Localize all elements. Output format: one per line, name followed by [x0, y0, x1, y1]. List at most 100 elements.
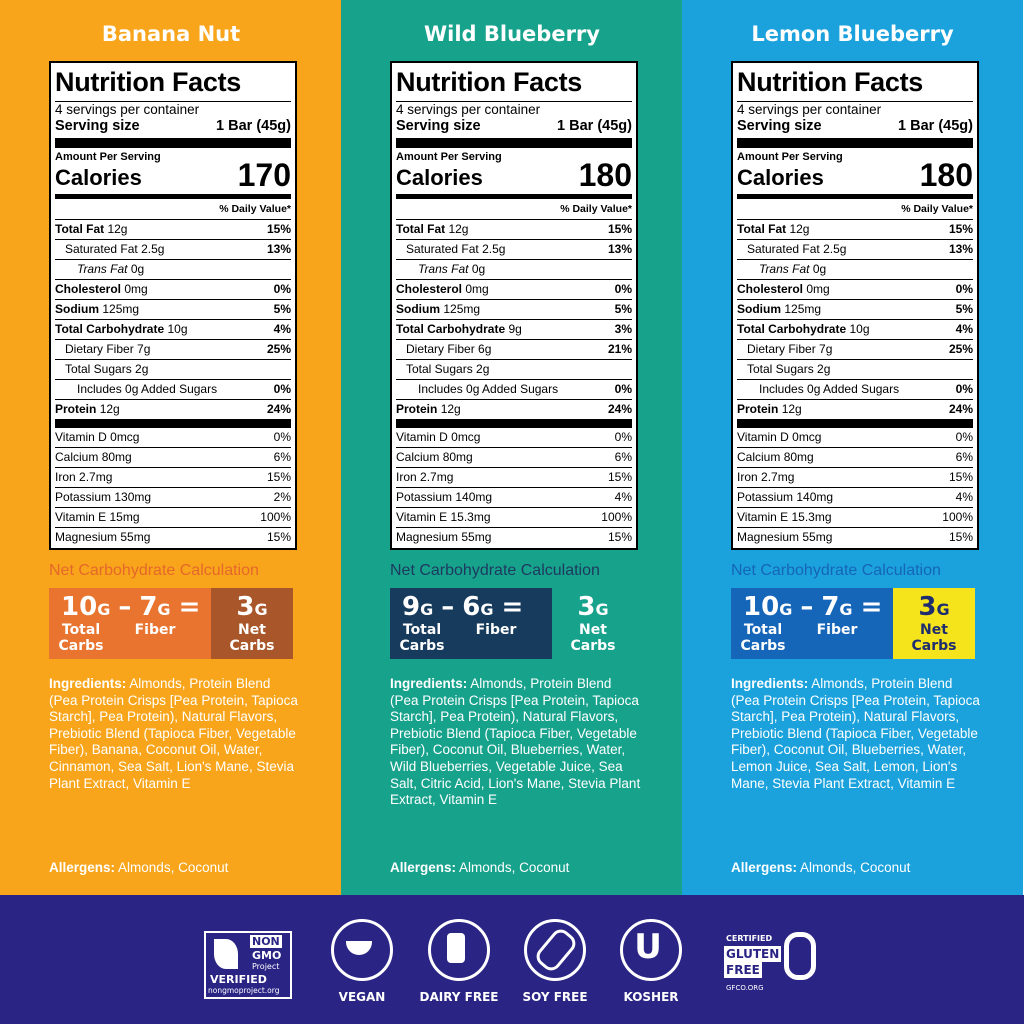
- vitamin-name: Vitamin D: [396, 430, 448, 444]
- vitamin-row: Iron 2.7mg 15%: [737, 467, 973, 487]
- nutrient-dv: 0%: [614, 282, 632, 296]
- thick-rule: [55, 138, 291, 148]
- nutrient-amount: 7g: [819, 342, 833, 356]
- vitamin-name: Potassium: [737, 490, 794, 504]
- nutrient-dv: 25%: [948, 342, 973, 356]
- nutrition-facts: Nutrition Facts 4 servings per container S…: [390, 61, 638, 550]
- equals: =: [178, 592, 201, 622]
- servings: 4 servings per container: [737, 101, 973, 118]
- fiber-unit: G: [839, 600, 853, 619]
- product-name: Wild Blueberry: [424, 22, 600, 46]
- nutrient-dv: 15%: [607, 222, 632, 236]
- facts-title: Nutrition Facts: [396, 67, 583, 97]
- nutrient-name: Saturated Fat: [406, 242, 479, 256]
- nutrient-row: Sodium 125mg 5%: [55, 299, 291, 319]
- vitamin-name: Iron: [737, 470, 758, 484]
- serving-size-label: Serving size: [737, 118, 822, 134]
- badge-label: VEGAN: [338, 990, 386, 1004]
- vitamin-dv: 0%: [614, 430, 632, 444]
- net-carb-right: 3G Net Carbs: [552, 588, 634, 659]
- allergens-label: Allergens:: [49, 860, 116, 875]
- vitamin-label: Magnesium 55mg: [737, 528, 832, 547]
- nutrient-dv: 13%: [607, 242, 632, 256]
- nutrient-row: Total Carbohydrate 10g 4%: [737, 319, 973, 339]
- fiber-label: Fiber: [475, 622, 517, 638]
- nutrient-name: Dietary Fiber: [406, 342, 475, 356]
- vitamin-dv: 15%: [607, 470, 632, 484]
- vitamin-dv: 6%: [614, 450, 632, 464]
- nutrient-amount: 0g: [471, 262, 486, 276]
- thick-rule: [396, 419, 632, 428]
- vitamin-name: Magnesium: [55, 530, 118, 544]
- badge-icon: [524, 919, 586, 981]
- vitamin-row: Vitamin E 15mg 100%: [55, 507, 291, 527]
- nutrient-amount: 12g: [440, 402, 461, 416]
- non-gmo-line: NON: [250, 935, 282, 948]
- product-column: Lemon Blueberry Nutrition Facts 4 servings…: [682, 0, 1023, 895]
- medium-rule: [737, 194, 973, 199]
- gf-g: [784, 932, 816, 980]
- total-carbs: 10G: [61, 592, 110, 622]
- net-carb-right: 3G Net Carbs: [211, 588, 293, 659]
- nutrient-dv: 0%: [955, 282, 973, 296]
- nutrient-label: Cholesterol 0mg: [55, 280, 148, 299]
- net-carbs-label: Net Carbs: [229, 622, 275, 654]
- nutrient-name: Dietary Fiber: [747, 342, 816, 356]
- net-carb-title: Net Carbohydrate Calculation: [390, 562, 600, 579]
- vitamin-row: Calcium 80mg 6%: [737, 447, 973, 467]
- net-carbs: 3G: [893, 592, 975, 622]
- badge-glyph: [346, 941, 372, 955]
- nutrient-dv: 24%: [948, 402, 973, 416]
- nutrient-dv: 13%: [948, 242, 973, 256]
- daily-value-header: % Daily Value*: [901, 203, 973, 215]
- nutrient-name: Sodium: [396, 302, 440, 316]
- vitamin-dv: 100%: [601, 510, 632, 524]
- medium-rule: [55, 194, 291, 199]
- nutrient-dv: 0%: [273, 382, 291, 396]
- nutrient-dv: 21%: [607, 342, 632, 356]
- nutrient-dv: 5%: [273, 302, 291, 316]
- equals: =: [501, 592, 524, 622]
- gf-line: FREE: [724, 962, 762, 978]
- nutrient-dv: 13%: [266, 242, 291, 256]
- nutrient-dv: 0%: [955, 382, 973, 396]
- nutrient-dv: 24%: [607, 402, 632, 416]
- vitamin-label: Vitamin E 15.3mg: [737, 508, 832, 527]
- nutrient-row: Protein 12g 24%: [396, 399, 632, 419]
- nutrient-row: Includes 0g Added Sugars 0%: [55, 379, 291, 399]
- non-gmo-line: VERIFIED: [210, 973, 267, 986]
- vitamin-amount: 0mcg: [451, 430, 481, 444]
- calories-value: 180: [578, 157, 632, 193]
- nutrient-name: Protein: [55, 402, 97, 416]
- calories-value: 180: [919, 157, 973, 193]
- nutrient-row: Total Sugars 2g: [396, 359, 632, 379]
- nutrient-name: Sodium: [737, 302, 781, 316]
- vitamin-row: Magnesium 55mg 15%: [55, 527, 291, 547]
- nutrient-dv: 0%: [273, 282, 291, 296]
- nutrient-label: Total Fat 12g: [55, 220, 127, 239]
- net-carbs-unit: G: [936, 600, 950, 619]
- nutrient-label: Dietary Fiber 6g: [396, 340, 491, 359]
- calories: Calories 180: [737, 159, 973, 191]
- allergens: Allergens: Almonds, Coconut: [731, 860, 910, 875]
- vitamin-row: Magnesium 55mg 15%: [737, 527, 973, 547]
- nutrient-amount: 12g: [448, 222, 469, 236]
- vitamin-name: Iron: [55, 470, 76, 484]
- vitamin-dv: 0%: [955, 430, 973, 444]
- nutrient-amount: 2g: [135, 362, 149, 376]
- vitamin-label: Magnesium 55mg: [396, 528, 491, 547]
- vitamin-dv: 100%: [942, 510, 973, 524]
- vitamin-amount: 140mg: [796, 490, 834, 504]
- nutrient-label: Total Sugars 2g: [55, 360, 148, 379]
- nutrient-row: Saturated Fat 2.5g 13%: [737, 239, 973, 259]
- vitamin-row: Magnesium 55mg 15%: [396, 527, 632, 547]
- vitamin-name: Calcium: [737, 450, 781, 464]
- nutrient-amount: 0g: [130, 262, 145, 276]
- nutrient-label: Sodium 125mg: [55, 300, 139, 319]
- serving-size: Serving size 1 Bar (45g): [396, 118, 632, 135]
- net-carb-left: 10G –7G = Total Carbs Fiber: [49, 588, 211, 659]
- badge-label: DAIRY FREE: [419, 990, 499, 1004]
- thick-rule: [737, 138, 973, 148]
- vitamin-amount: 2.7mg: [420, 470, 454, 484]
- nutrient-name: Sodium: [55, 302, 99, 316]
